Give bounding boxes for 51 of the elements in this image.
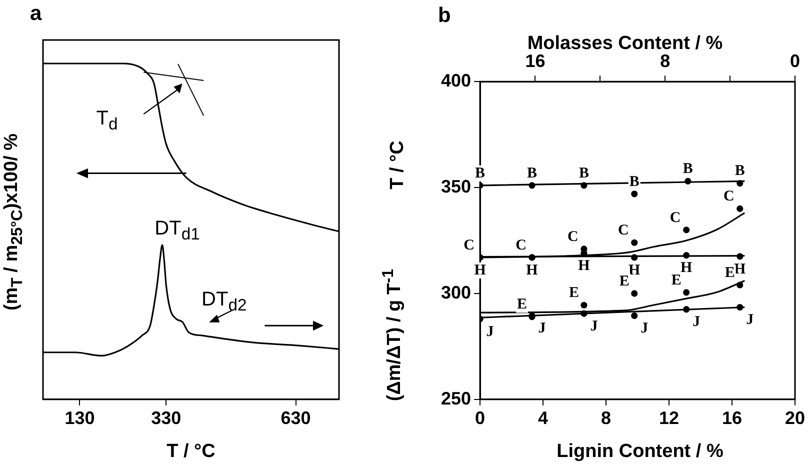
series-label: J <box>486 324 494 340</box>
y-tick-label: 400 <box>440 70 472 91</box>
text: H <box>680 260 692 276</box>
x-tick-label: 8 <box>601 408 612 428</box>
series-label: H <box>578 258 590 274</box>
text: J <box>590 318 598 334</box>
x-tick-label: 630 <box>280 408 311 428</box>
x-tick-label: 16 <box>722 408 742 428</box>
text: E <box>619 273 630 290</box>
text: H <box>526 262 538 278</box>
text: C <box>516 237 526 254</box>
x-tick-label: 20 <box>784 408 806 428</box>
text: C <box>618 222 629 238</box>
chart-title: b <box>438 4 451 28</box>
x-axis-title: Lignin Content / % <box>556 441 724 463</box>
text: E <box>724 264 735 281</box>
text: E <box>516 296 528 313</box>
series-label: E <box>671 272 682 288</box>
text: C <box>568 228 578 245</box>
x-tick-label: 0 <box>475 408 486 428</box>
x-axis-title: T / °C <box>166 441 216 463</box>
text: B <box>578 165 589 182</box>
text: J <box>746 312 754 328</box>
text: J <box>538 320 546 337</box>
text: E <box>568 284 579 301</box>
y-tick-label: 350 <box>440 176 472 196</box>
series-label: C <box>670 210 681 226</box>
text: B <box>682 161 693 178</box>
x-tick-label: 12 <box>658 408 680 428</box>
text: B <box>475 165 486 182</box>
text: H <box>474 262 486 278</box>
chart-title: a <box>30 2 42 26</box>
x-tick-label: 330 <box>151 408 182 428</box>
text: H <box>734 261 746 278</box>
text: B <box>734 163 745 180</box>
y-tick-label: 250 <box>440 388 472 408</box>
text: H <box>628 262 640 278</box>
series-label: B <box>526 165 538 182</box>
x-tick-label: 4 <box>538 408 548 428</box>
annotation: DT$_{d2}$ <box>202 288 247 316</box>
annotation: DT$_{d1}$ <box>154 217 200 244</box>
annotation: T$_{d}$ <box>96 107 118 134</box>
text: C <box>723 188 734 205</box>
y-tick-label: 300 <box>440 282 472 302</box>
x-tick-label: 130 <box>64 408 95 428</box>
text: J <box>640 320 648 337</box>
text: B <box>629 174 640 190</box>
text: C <box>464 237 474 254</box>
y-axis-title: T / °C <box>387 140 409 190</box>
x2-tick-label: 0 <box>790 50 800 71</box>
text: J <box>692 314 700 330</box>
